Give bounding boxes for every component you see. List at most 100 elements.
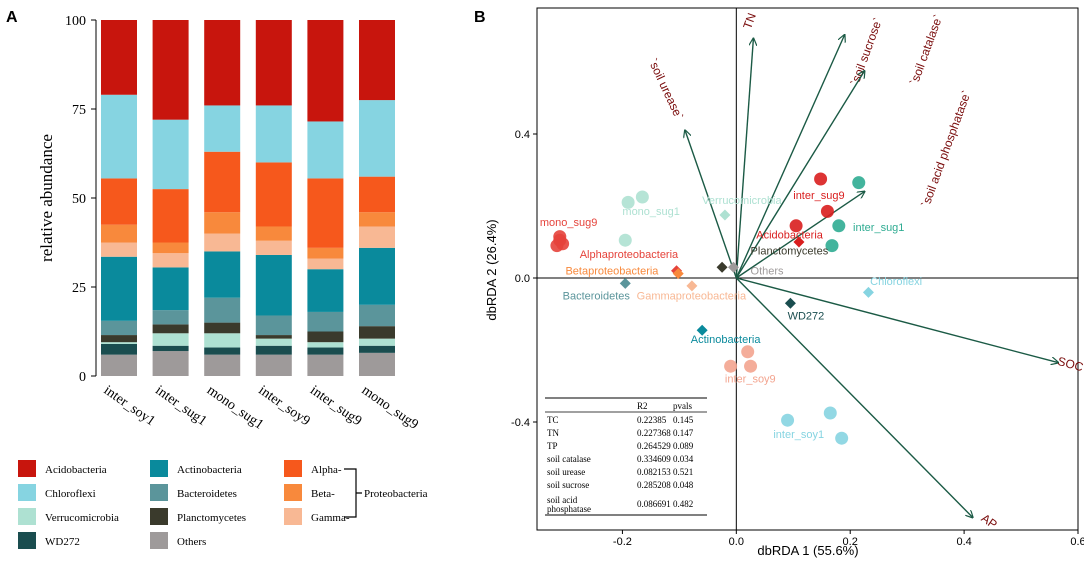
bar-segment-planctomycetes [152, 324, 189, 334]
table-header: R2 [637, 401, 648, 411]
table-cell: 0.048 [673, 480, 694, 490]
bar-segment-planctomycetes [359, 326, 395, 339]
sample-label: inter_sug9 [793, 190, 844, 202]
table-cell: TC [547, 415, 559, 425]
bar-segment-acidobacteria [204, 20, 241, 106]
bar-segment-gammaproteobacteria [204, 233, 241, 252]
bar-segment-verrucomicrobia [204, 333, 241, 348]
sample-point-inter_soy1 [781, 413, 795, 427]
bar-segment-gammaproteobacteria [152, 253, 189, 268]
legend-label: Actinobacteria [177, 464, 242, 476]
sample-point-inter_sug1 [825, 239, 839, 253]
sample-point-inter_soy9 [744, 359, 758, 373]
legend-label: Verrucomicrobia [45, 512, 119, 524]
legend-label: WD272 [45, 536, 80, 548]
a-xtick-label: inter_sug9 [307, 383, 364, 429]
bar-segment-bacteroidetes [204, 297, 241, 323]
table-cell: TN [547, 428, 559, 438]
bar-segment-chloroflexi [101, 94, 137, 179]
bar-segment-bacteroidetes [255, 315, 292, 336]
taxon-label: Actinobacteria [691, 334, 762, 346]
bar-segment-actinobacteria [255, 254, 292, 316]
taxon-marker-acidobacteria [793, 236, 805, 248]
table-cell: 0.22385 [637, 415, 667, 425]
bar-segment-wd272 [152, 345, 189, 352]
legend-swatch-acidobacteria [18, 460, 36, 477]
b-xtick-label: 0.6 [1070, 536, 1084, 548]
bar-segment-chloroflexi [204, 105, 241, 152]
taxon-label: Verrucomicrobia [702, 195, 782, 207]
bar-segment-bacteroidetes [152, 310, 189, 325]
a-xtick-label: mono_sug9 [359, 383, 421, 433]
bar-segment-verrucomicrobia [307, 342, 344, 348]
bar-segment-betaproteobacteria [359, 212, 395, 227]
taxon-marker-chloroflexi [862, 286, 874, 298]
bar-segment-others [255, 354, 292, 376]
a-ytick-label: 25 [72, 281, 86, 296]
bar-segment-others [359, 352, 395, 376]
sample-point-mono_sug1 [621, 195, 635, 209]
legend-label: Gamma- [311, 512, 350, 524]
bar-segment-betaproteobacteria [307, 247, 344, 259]
bar-segment-wd272 [359, 345, 395, 353]
vector-label: SOC [1056, 354, 1084, 374]
taxon-label: Acidobacteria [756, 229, 824, 241]
taxon-marker-planctomycetes [716, 261, 728, 273]
bar-segment-actinobacteria [101, 256, 137, 321]
legend-swatch-chloroflexi [18, 484, 36, 501]
legend-swatch-alphaproteobacteria [284, 460, 302, 477]
sample-point-inter_sug1 [832, 219, 846, 233]
bar-segment-verrucomicrobia [152, 333, 189, 346]
vector-arrow-soil-urease [685, 130, 737, 279]
sample-point-inter_soy9 [724, 359, 738, 373]
taxon-marker-betaproteobacteria [672, 268, 684, 280]
b-xlabel: dbRDA 1 (55.6%) [757, 543, 858, 558]
bar-segment-chloroflexi [255, 105, 292, 163]
table-cell: soil acid [547, 495, 578, 505]
a-ytick-label: 100 [65, 14, 86, 29]
legend-swatch-verrucomicrobia [18, 508, 36, 525]
bar-segment-actinobacteria [359, 247, 395, 305]
legend-label: Others [177, 536, 206, 548]
a-xtick-label: inter_sug1 [152, 383, 209, 429]
bar-segment-acidobacteria [359, 20, 395, 101]
table-cell: 0.082153 [637, 467, 671, 477]
legend-swatch-gammaproteobacteria [284, 508, 302, 525]
taxon-marker-actinobacteria [696, 324, 708, 336]
bar-segment-planctomycetes [255, 335, 292, 339]
taxon-marker-verrucomicrobia [719, 209, 731, 221]
b-ylabel: dbRDA 2 (26.4%) [484, 219, 499, 320]
taxon-label: Alphaproteobacteria [580, 249, 679, 261]
table-cell: 0.285208 [637, 480, 671, 490]
table-cell: soil urease [547, 467, 585, 477]
vector-arrow-soil-acid-phosphatase [735, 192, 864, 279]
sample-point-mono_sug1 [618, 233, 632, 247]
bar-segment-betaproteobacteria [255, 226, 292, 241]
sample-label: inter_sug1 [853, 222, 904, 234]
taxon-label: Gammaproteobacteria [637, 291, 747, 303]
a-xtick-label: inter_soy1 [101, 383, 158, 429]
legend-label: Chloroflexi [45, 488, 96, 500]
table-cell: soil catalase [547, 454, 591, 464]
bar-segment-betaproteobacteria [152, 242, 189, 254]
table-cell: 0.034 [673, 454, 694, 464]
table-cell: 0.334609 [637, 454, 671, 464]
legend-label: Planctomycetes [177, 512, 246, 524]
legend-swatch-bacteroidetes [150, 484, 168, 501]
bar-segment-betaproteobacteria [204, 212, 241, 234]
table-header: pvals [673, 401, 692, 411]
bar-segment-wd272 [307, 347, 344, 355]
b-ytick-label: -0.4 [511, 417, 530, 429]
sample-point-inter_soy1 [835, 431, 849, 445]
bar-segment-acidobacteria [307, 20, 344, 122]
legend: Acidobacteria Chloroflexi Verrucomicrobia W… [18, 460, 428, 549]
vector-arrow-SOC [736, 277, 1058, 363]
bar-segment-chloroflexi [307, 121, 344, 179]
bar-segment-acidobacteria [101, 20, 137, 95]
sample-label: mono_sug9 [540, 217, 598, 229]
r2-table: R2 pvals TC 0.22385 0.145 TN 0.227368 0.147 TP 0.… [545, 397, 707, 516]
taxon-label: Planctomycetes [751, 246, 829, 258]
bar-segment-wd272 [204, 347, 241, 355]
bar-segment-betaproteobacteria [101, 224, 137, 243]
